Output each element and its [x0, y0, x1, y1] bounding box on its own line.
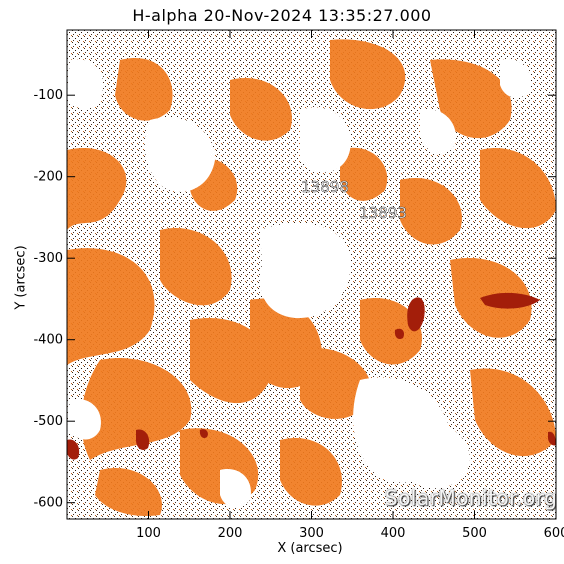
dark-filaments: [67, 292, 556, 460]
x-tick-label: 600: [544, 526, 564, 541]
y-tick-label: -300: [33, 251, 63, 266]
y-axis-ticks: -100 -200 -300 -400 -500 -600: [33, 88, 556, 511]
map-title: H-alpha 20-Nov-2024 13:35:27.000: [132, 6, 432, 25]
x-tick-label: 100: [136, 526, 161, 541]
region-labels: 13898 13893: [301, 178, 407, 223]
y-tick-label: -600: [33, 496, 63, 511]
x-tick-label: 400: [381, 526, 406, 541]
region-label-13898[interactable]: 13898: [301, 178, 349, 197]
watermark: SolarMonitor.org: [385, 486, 558, 510]
x-tick-label: 200: [218, 526, 243, 541]
quiet-regions: [67, 59, 531, 508]
x-tick-label: 300: [299, 526, 324, 541]
y-tick-label: -100: [33, 88, 63, 103]
x-tick-label: 500: [462, 526, 487, 541]
region-label-13893[interactable]: 13893: [359, 204, 407, 223]
y-tick-label: -200: [33, 170, 63, 185]
y-axis-label: Y (arcsec): [13, 245, 29, 310]
y-tick-label: -500: [33, 414, 63, 429]
y-tick-label: -400: [33, 333, 63, 348]
x-axis-label: X (arcsec): [277, 541, 343, 556]
x-axis-ticks: 100 200 300 400 500 600: [136, 30, 564, 541]
plage-network: [67, 39, 556, 516]
